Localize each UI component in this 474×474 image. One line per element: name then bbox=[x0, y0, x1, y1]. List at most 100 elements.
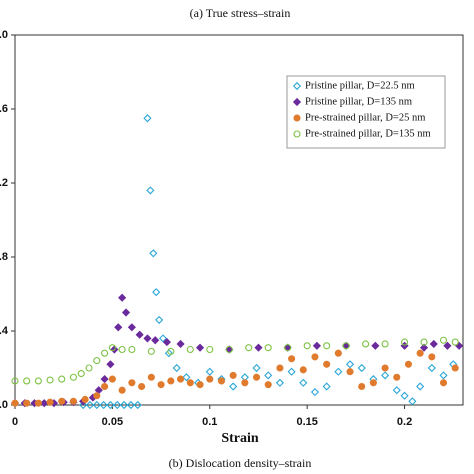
y-tick-label: 0.8 bbox=[0, 251, 8, 263]
point bbox=[108, 344, 116, 352]
point bbox=[46, 376, 54, 384]
point bbox=[312, 341, 321, 350]
point bbox=[206, 345, 214, 354]
point bbox=[225, 345, 233, 354]
point bbox=[114, 323, 123, 332]
point bbox=[429, 339, 438, 349]
point bbox=[92, 400, 101, 410]
point bbox=[182, 373, 191, 382]
point bbox=[101, 382, 109, 391]
legend-label: Pre-strained pillar, D=25 nm bbox=[305, 112, 425, 123]
x-tick-label: 0.1 bbox=[202, 416, 217, 428]
point bbox=[322, 382, 331, 391]
point bbox=[451, 338, 459, 346]
point bbox=[135, 330, 144, 339]
point bbox=[217, 377, 226, 385]
point bbox=[252, 373, 261, 381]
point bbox=[245, 344, 253, 352]
point bbox=[118, 293, 127, 302]
point bbox=[133, 400, 142, 410]
point bbox=[323, 342, 331, 350]
point bbox=[334, 349, 342, 357]
point bbox=[128, 379, 136, 387]
point bbox=[287, 367, 296, 376]
point bbox=[195, 343, 205, 352]
point bbox=[186, 345, 194, 354]
point bbox=[40, 399, 49, 408]
point bbox=[149, 249, 158, 258]
point bbox=[69, 373, 77, 381]
point bbox=[299, 378, 308, 387]
y-tick-label: 2.0 bbox=[0, 29, 8, 41]
x-axis-label: Strain bbox=[221, 431, 259, 446]
point bbox=[400, 391, 409, 400]
point bbox=[147, 347, 155, 355]
point bbox=[229, 382, 238, 391]
point bbox=[34, 399, 42, 407]
point bbox=[393, 373, 401, 381]
point bbox=[264, 381, 272, 389]
point bbox=[34, 377, 42, 385]
point bbox=[334, 367, 343, 376]
legend-label: Pre-strained pillar, D=135 nm bbox=[305, 128, 431, 139]
point bbox=[58, 375, 66, 383]
point bbox=[113, 400, 122, 410]
point bbox=[342, 342, 350, 350]
point bbox=[345, 360, 355, 369]
point bbox=[275, 378, 284, 387]
x-tick-label: 0.15 bbox=[296, 416, 317, 428]
y-tick-label: 0.4 bbox=[0, 325, 9, 337]
point bbox=[93, 392, 101, 400]
point bbox=[369, 379, 377, 387]
point bbox=[408, 397, 417, 406]
legend-marker bbox=[292, 81, 302, 91]
point bbox=[69, 397, 77, 405]
point bbox=[152, 288, 161, 297]
point bbox=[206, 375, 214, 383]
point bbox=[439, 379, 448, 387]
legend-label: Pristine pillar, D=135 nm bbox=[305, 96, 412, 107]
point bbox=[196, 381, 204, 389]
point bbox=[138, 382, 146, 391]
point bbox=[264, 344, 272, 352]
point bbox=[46, 398, 54, 406]
point bbox=[120, 400, 129, 410]
point bbox=[23, 399, 31, 407]
point bbox=[79, 400, 88, 410]
point bbox=[157, 381, 165, 389]
point bbox=[264, 371, 273, 380]
point bbox=[118, 386, 126, 394]
point bbox=[299, 366, 307, 374]
point bbox=[346, 368, 354, 376]
point bbox=[323, 360, 331, 368]
point bbox=[311, 353, 319, 361]
point bbox=[381, 371, 390, 380]
point bbox=[101, 349, 109, 357]
point bbox=[147, 373, 155, 381]
point bbox=[303, 342, 311, 350]
point bbox=[420, 338, 428, 346]
plot-frame bbox=[14, 34, 464, 406]
point bbox=[167, 347, 175, 355]
point bbox=[392, 386, 401, 395]
point bbox=[151, 336, 160, 345]
point bbox=[229, 371, 237, 379]
y-tick-label: 0.0 bbox=[0, 399, 8, 411]
point bbox=[164, 349, 173, 358]
point bbox=[106, 360, 115, 369]
legend-box bbox=[286, 75, 446, 149]
point bbox=[100, 375, 109, 384]
point bbox=[11, 377, 19, 385]
point bbox=[118, 345, 126, 354]
point bbox=[128, 345, 136, 354]
point bbox=[177, 375, 185, 383]
point bbox=[143, 334, 152, 343]
y-tick-label: 1.6 bbox=[0, 103, 8, 115]
point bbox=[288, 355, 296, 363]
point bbox=[254, 343, 263, 352]
point bbox=[158, 334, 168, 343]
point bbox=[99, 400, 108, 410]
point bbox=[85, 364, 93, 372]
